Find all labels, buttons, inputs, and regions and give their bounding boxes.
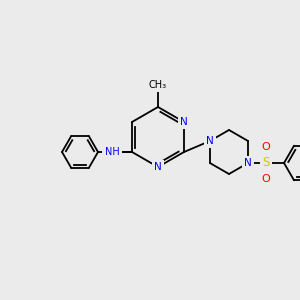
Text: O: O	[262, 174, 270, 184]
Text: S: S	[262, 157, 270, 169]
Text: N: N	[180, 117, 188, 127]
Text: CH₃: CH₃	[149, 80, 167, 90]
Text: N: N	[206, 136, 214, 146]
Text: NH: NH	[105, 147, 119, 157]
Text: N: N	[244, 158, 252, 168]
Text: O: O	[262, 142, 270, 152]
Text: NH: NH	[104, 147, 120, 157]
Text: N: N	[154, 162, 162, 172]
